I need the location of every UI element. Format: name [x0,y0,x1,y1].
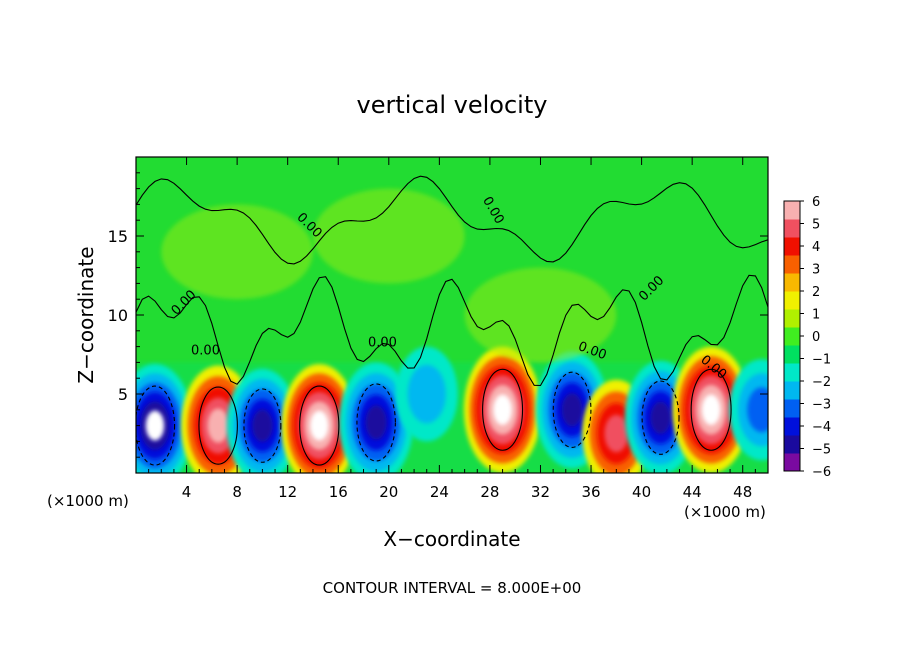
contour-cell-4 [356,383,396,462]
chart-title: vertical velocity [357,91,548,119]
contour-interval-note: CONTOUR INTERVAL = 8.000E+00 [323,579,582,597]
colorbar-label-8: −2 [812,375,831,390]
velocity-cell-0-level-5 [145,410,165,441]
contour-cell-2 [243,388,282,463]
colorbar-label-7: −1 [812,353,831,368]
x-tick-label-28: 28 [480,483,499,501]
colorbar-swatch-1 [784,435,800,454]
contour-cell-1 [198,386,238,465]
contour-upper-line [136,175,768,265]
x-tick-label-12: 12 [278,483,297,501]
velocity-cell-13-level-0 [464,267,617,363]
x-axis: 4 8 12 16 20 24 28 32 36 40 44 48 [148,157,756,501]
colorbar: 6 5 4 3 2 1 0 −1 −2 −3 −4 −5 −6 [783,195,831,480]
colorbar-swatch-0 [784,453,800,472]
colorbar-label-11: −5 [812,443,831,458]
colorbar-label-1: 5 [812,218,820,233]
colorbar-label-5: 1 [812,308,820,323]
contour-cell-0 [136,385,176,466]
x-axis-label: X−coordinate [383,527,520,551]
colorbar-swatch-9 [784,291,800,310]
contour-cell-10 [690,368,732,451]
colorbar-swatch-2 [784,417,800,436]
velocity-cell-5-level-1 [407,364,446,424]
velocity-cell-11-level-2 [747,387,768,433]
colorbar-label-2: 4 [812,240,820,255]
x-unit-right: (×1000 m) [684,503,766,521]
velocity-cell-10-level-5 [701,394,721,426]
y-tick-label-10: 10 [108,306,128,325]
colorbar-label-12: −6 [812,465,831,480]
colorbar-swatch-10 [784,273,800,292]
velocity-cell-8-level-3 [604,414,629,453]
contour-cell-9 [641,380,680,455]
x-tick-label-16: 16 [329,483,348,501]
y-tick-label-5: 5 [118,385,128,404]
colorbar-swatch-4 [784,381,800,400]
velocity-cell-14-level-0 [161,204,313,300]
velocity-cell-2-level-4 [252,409,273,442]
x-tick-label-32: 32 [531,483,550,501]
contour-cell-7 [552,371,592,448]
velocity-cell-1-level-4 [207,408,229,443]
velocity-cell-6-level-5 [493,394,512,426]
contour-cell-3 [299,385,340,466]
y-axis: 5 10 15 [108,172,768,458]
colorbar-label-0: 6 [812,195,820,210]
colorbar-swatch-5 [784,363,800,382]
colorbar-swatch-6 [784,345,800,364]
velocity-cell-12-level-0 [312,188,465,284]
y-tick-label-15: 15 [108,227,128,246]
colorbar-label-3: 3 [812,263,820,278]
colorbar-swatch-11 [784,255,800,274]
colorbar-swatch-13 [784,219,800,238]
x-tick-label-8: 8 [232,483,242,501]
x-tick-label-36: 36 [581,483,600,501]
x-tick-label-24: 24 [430,483,449,501]
velocity-cell-7-level-4 [561,393,583,427]
x-unit-left: (×1000 m) [47,492,129,510]
velocity-cell-9-level-4 [650,401,671,434]
x-tick-label-40: 40 [632,483,651,501]
colorbar-swatch-12 [784,237,800,256]
x-tick-label-4: 4 [182,483,192,501]
x-tick-label-48: 48 [733,483,752,501]
velocity-cell-3-level-5 [310,410,329,441]
contour-zero-line [136,274,768,387]
x-tick-label-20: 20 [379,483,398,501]
contour-lines [136,175,768,466]
colorbar-label-4: 2 [812,285,820,300]
colorbar-swatch-8 [784,309,800,328]
contour-label-1: 0.00 [191,344,220,359]
colorbar-swatch-7 [784,327,800,346]
colorbar-label-10: −4 [812,420,831,435]
contour-label-3: 0.00 [368,336,397,351]
y-axis-label: Z−coordinate [74,246,98,383]
colorbar-label-6: 0 [812,330,820,345]
colorbar-swatch-14 [784,201,800,220]
contour-cell-6 [482,368,524,451]
velocity-cell-4-level-4 [365,405,387,440]
colorbar-label-9: −3 [812,398,831,413]
x-tick-label-44: 44 [683,483,702,501]
colorbar-swatch-3 [784,399,800,418]
